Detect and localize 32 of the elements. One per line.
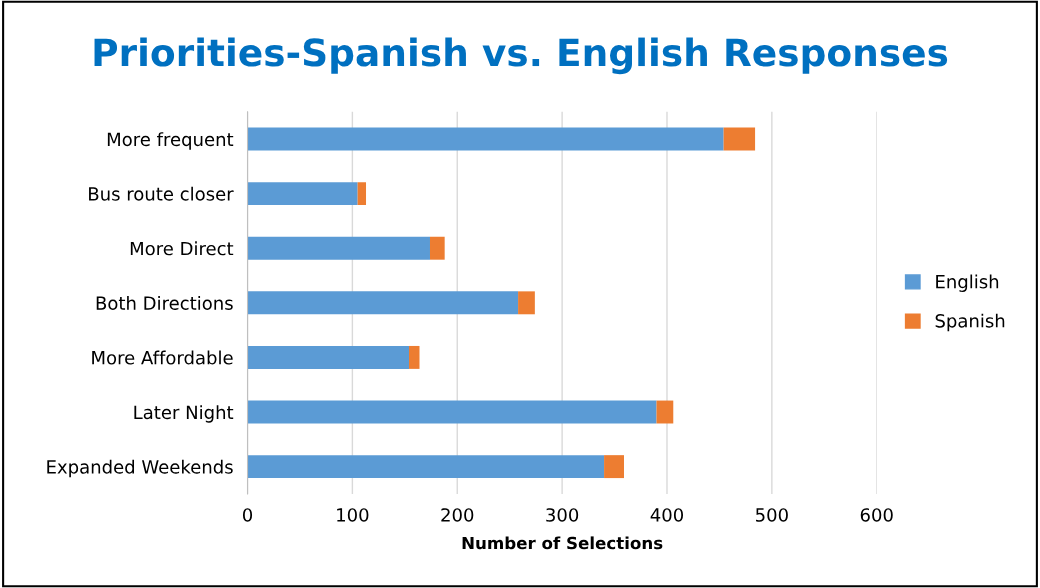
bar xyxy=(247,455,605,479)
x-tick-label: 400 xyxy=(650,508,684,522)
x-tick-label: 100 xyxy=(337,508,369,522)
bar xyxy=(604,455,624,479)
bar xyxy=(247,182,358,206)
x-tick-label: 300 xyxy=(546,508,579,522)
legend-label: English xyxy=(936,274,999,292)
chart-title: Priorities-Spanish vs. English Responses xyxy=(94,37,948,75)
x-tick-label: 0 xyxy=(242,508,253,522)
y-tick-label: Both Directions xyxy=(96,295,233,310)
bar xyxy=(247,345,410,369)
y-tick-label: More frequent xyxy=(107,132,234,150)
y-tick-label: Later Night xyxy=(134,405,234,423)
x-axis-title: Number of Selections xyxy=(462,536,663,550)
bar xyxy=(247,236,430,260)
y-tick-label: More Affordable xyxy=(92,350,233,365)
x-tick-label: 200 xyxy=(441,508,474,522)
legend-label: Spanish xyxy=(935,313,1005,332)
bar xyxy=(247,291,519,315)
bar xyxy=(409,345,420,369)
bar xyxy=(357,182,367,206)
x-tick-label: 500 xyxy=(756,508,788,522)
bar xyxy=(247,400,657,424)
bar xyxy=(429,236,445,260)
y-tick-label: Bus route closer xyxy=(89,186,234,201)
bar xyxy=(656,400,674,424)
bar xyxy=(518,291,535,315)
bar xyxy=(247,127,724,151)
y-tick-label: Expanded Weekends xyxy=(47,459,233,478)
bar xyxy=(723,127,756,151)
y-tick-label: More Direct xyxy=(130,241,234,256)
x-tick-label: 600 xyxy=(860,508,893,522)
